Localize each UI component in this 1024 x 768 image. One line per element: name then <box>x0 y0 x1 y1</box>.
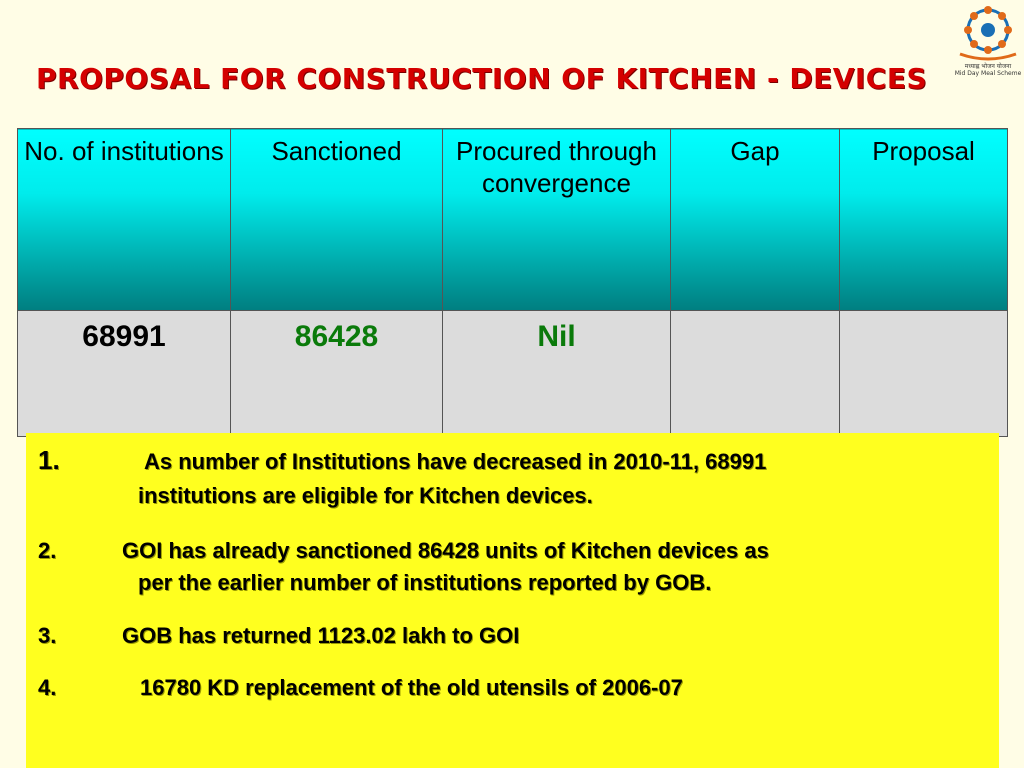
cell-gap <box>670 310 840 437</box>
note-line1: GOI has already sanctioned 86428 units o… <box>122 538 769 563</box>
note-line2: per the earlier number of institutions r… <box>138 570 712 595</box>
header-gap: Gap <box>670 128 840 311</box>
cell-sanctioned: 86428 <box>230 310 443 437</box>
note-number: 4. <box>38 675 57 700</box>
slide-title: Proposal for Construction of Kitchen - D… <box>36 62 928 95</box>
note-number: 3. <box>38 623 57 648</box>
cell-procured: Nil <box>442 310 671 437</box>
header-institutions: No. of institutions <box>17 128 231 311</box>
notes-box: 1. As number of Institutions have decrea… <box>26 433 999 768</box>
mid-day-meal-logo-icon: मध्याह्न भोजन योजना Mid Day Meal Scheme <box>952 2 1024 78</box>
header-sanctioned: Sanctioned <box>230 128 443 311</box>
logo-text-hindi: मध्याह्न भोजन योजना <box>964 63 1012 70</box>
header-procured: Procured through convergence <box>442 128 671 311</box>
note-line1: 16780 KD replacement of the old utensils… <box>140 675 683 700</box>
cell-proposal <box>839 310 1008 437</box>
table-row: 68991 86428 Nil <box>17 310 1008 437</box>
kitchen-devices-table: No. of institutions Sanctioned Procured … <box>17 128 1008 437</box>
header-proposal: Proposal <box>839 128 1008 311</box>
logo-text-english: Mid Day Meal Scheme <box>954 70 1022 77</box>
cell-institutions: 68991 <box>17 310 231 437</box>
note-number: 1. <box>38 445 60 475</box>
note-line1: As number of Institutions have decreased… <box>144 449 767 474</box>
note-line1: GOB has returned 1123.02 lakh to GOI <box>122 623 520 648</box>
note-number: 2. <box>38 538 57 563</box>
table-header-row: No. of institutions Sanctioned Procured … <box>17 128 1008 311</box>
note-line2: institutions are eligible for Kitchen de… <box>138 483 593 508</box>
